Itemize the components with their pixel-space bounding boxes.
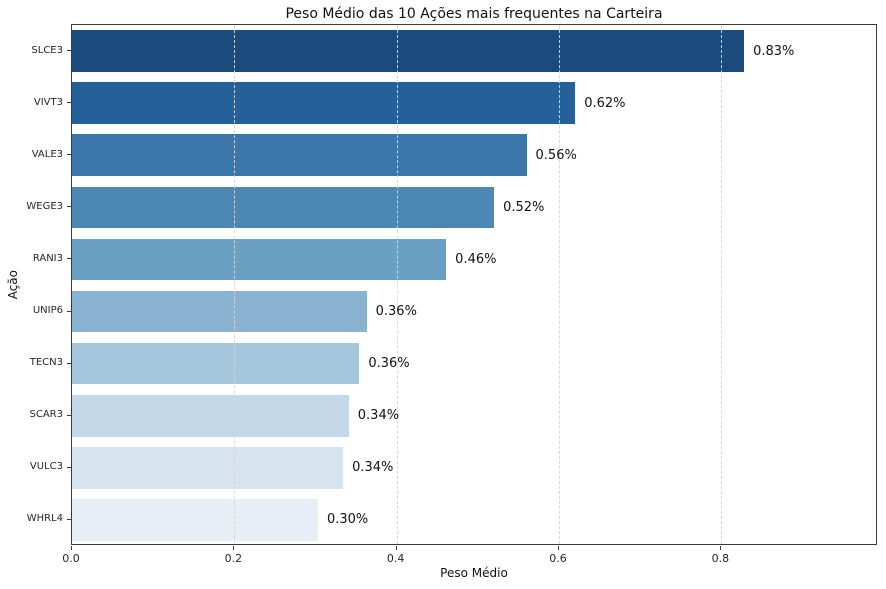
chart-title: Peso Médio das 10 Ações mais frequentes …: [285, 6, 663, 22]
y-tick-mark: [67, 310, 71, 312]
y-axis-label-text: Ação: [6, 269, 20, 300]
y-tick-mark: [67, 414, 71, 416]
bar-value-label-unip6: 0.36%: [375, 304, 417, 320]
plot-area: 0.83% 0.62% 0.56% 0.52% 0.46% 0.36% 0.36% 0.34%…: [71, 24, 877, 545]
bar-value-label-slce3: 0.83%: [753, 43, 795, 59]
y-tick-mark: [67, 50, 71, 52]
y-tick-mark: [67, 466, 71, 468]
bar-slce3: [72, 30, 745, 72]
bar-unip6: [72, 290, 367, 333]
y-tick-label-unip6: UNIP6: [32, 305, 63, 317]
x-tick-mark: [558, 546, 559, 550]
bar-scar3: [72, 394, 349, 437]
gridline: [234, 25, 236, 544]
y-tick-label-tecn3: TECN3: [29, 357, 63, 369]
x-tick-mark: [720, 546, 722, 550]
bar-value-label-rani3: 0.46%: [455, 251, 497, 267]
gridline: [396, 25, 398, 544]
bar-tecn3: [72, 342, 360, 385]
y-tick-mark: [67, 258, 71, 260]
x-tick-mark: [395, 546, 397, 550]
x-tick-label-0.4: 0.4: [386, 552, 405, 565]
bar-value-label-scar3: 0.34%: [357, 408, 400, 424]
x-tick-mark: [71, 546, 72, 550]
bar-wege3: [72, 186, 495, 229]
bar-value-label-vulc3: 0.34%: [352, 460, 394, 476]
y-tick-mark: [67, 518, 71, 520]
y-tick-label-wege3: WEGE3: [26, 200, 63, 212]
y-tick-label-slce3: SLCE3: [31, 44, 63, 56]
y-tick-mark: [67, 362, 71, 364]
bar-whrl4: [72, 499, 318, 541]
x-tick-label-0.2: 0.2: [224, 552, 243, 565]
y-tick-label-rani3: RANI3: [32, 252, 63, 264]
y-tick-label-vivt3: VIVT3: [33, 96, 63, 108]
bar-vale3: [72, 134, 527, 177]
y-tick-mark: [67, 154, 71, 156]
y-tick-label-whrl4: WHRL4: [26, 513, 63, 525]
bar-value-label-vivt3: 0.62%: [584, 95, 626, 111]
y-tick-mark: [67, 102, 71, 104]
y-tick-label-vale3: VALE3: [31, 148, 63, 160]
y-axis-label: Ação: [5, 24, 21, 545]
x-axis-label: Peso Médio: [440, 566, 508, 580]
y-tick-mark: [67, 206, 71, 208]
x-tick-label-0.6: 0.6: [549, 552, 567, 565]
bar-vivt3: [72, 82, 576, 124]
y-tick-label-vulc3: VULC3: [29, 461, 63, 473]
bar-value-label-tecn3: 0.36%: [368, 356, 410, 372]
gridline: [559, 25, 560, 544]
bar-vulc3: [72, 447, 344, 489]
bar-rani3: [72, 238, 447, 281]
x-tick-label-0.0: 0.0: [62, 552, 80, 565]
gridline: [721, 25, 723, 544]
bar-value-label-wege3: 0.52%: [503, 199, 545, 215]
y-tick-label-scar3: SCAR3: [29, 409, 63, 421]
x-tick-label-0.8: 0.8: [711, 552, 730, 565]
bar-value-label-whrl4: 0.30%: [326, 512, 369, 528]
bar-value-label-vale3: 0.56%: [535, 147, 577, 163]
x-tick-mark: [233, 546, 235, 550]
